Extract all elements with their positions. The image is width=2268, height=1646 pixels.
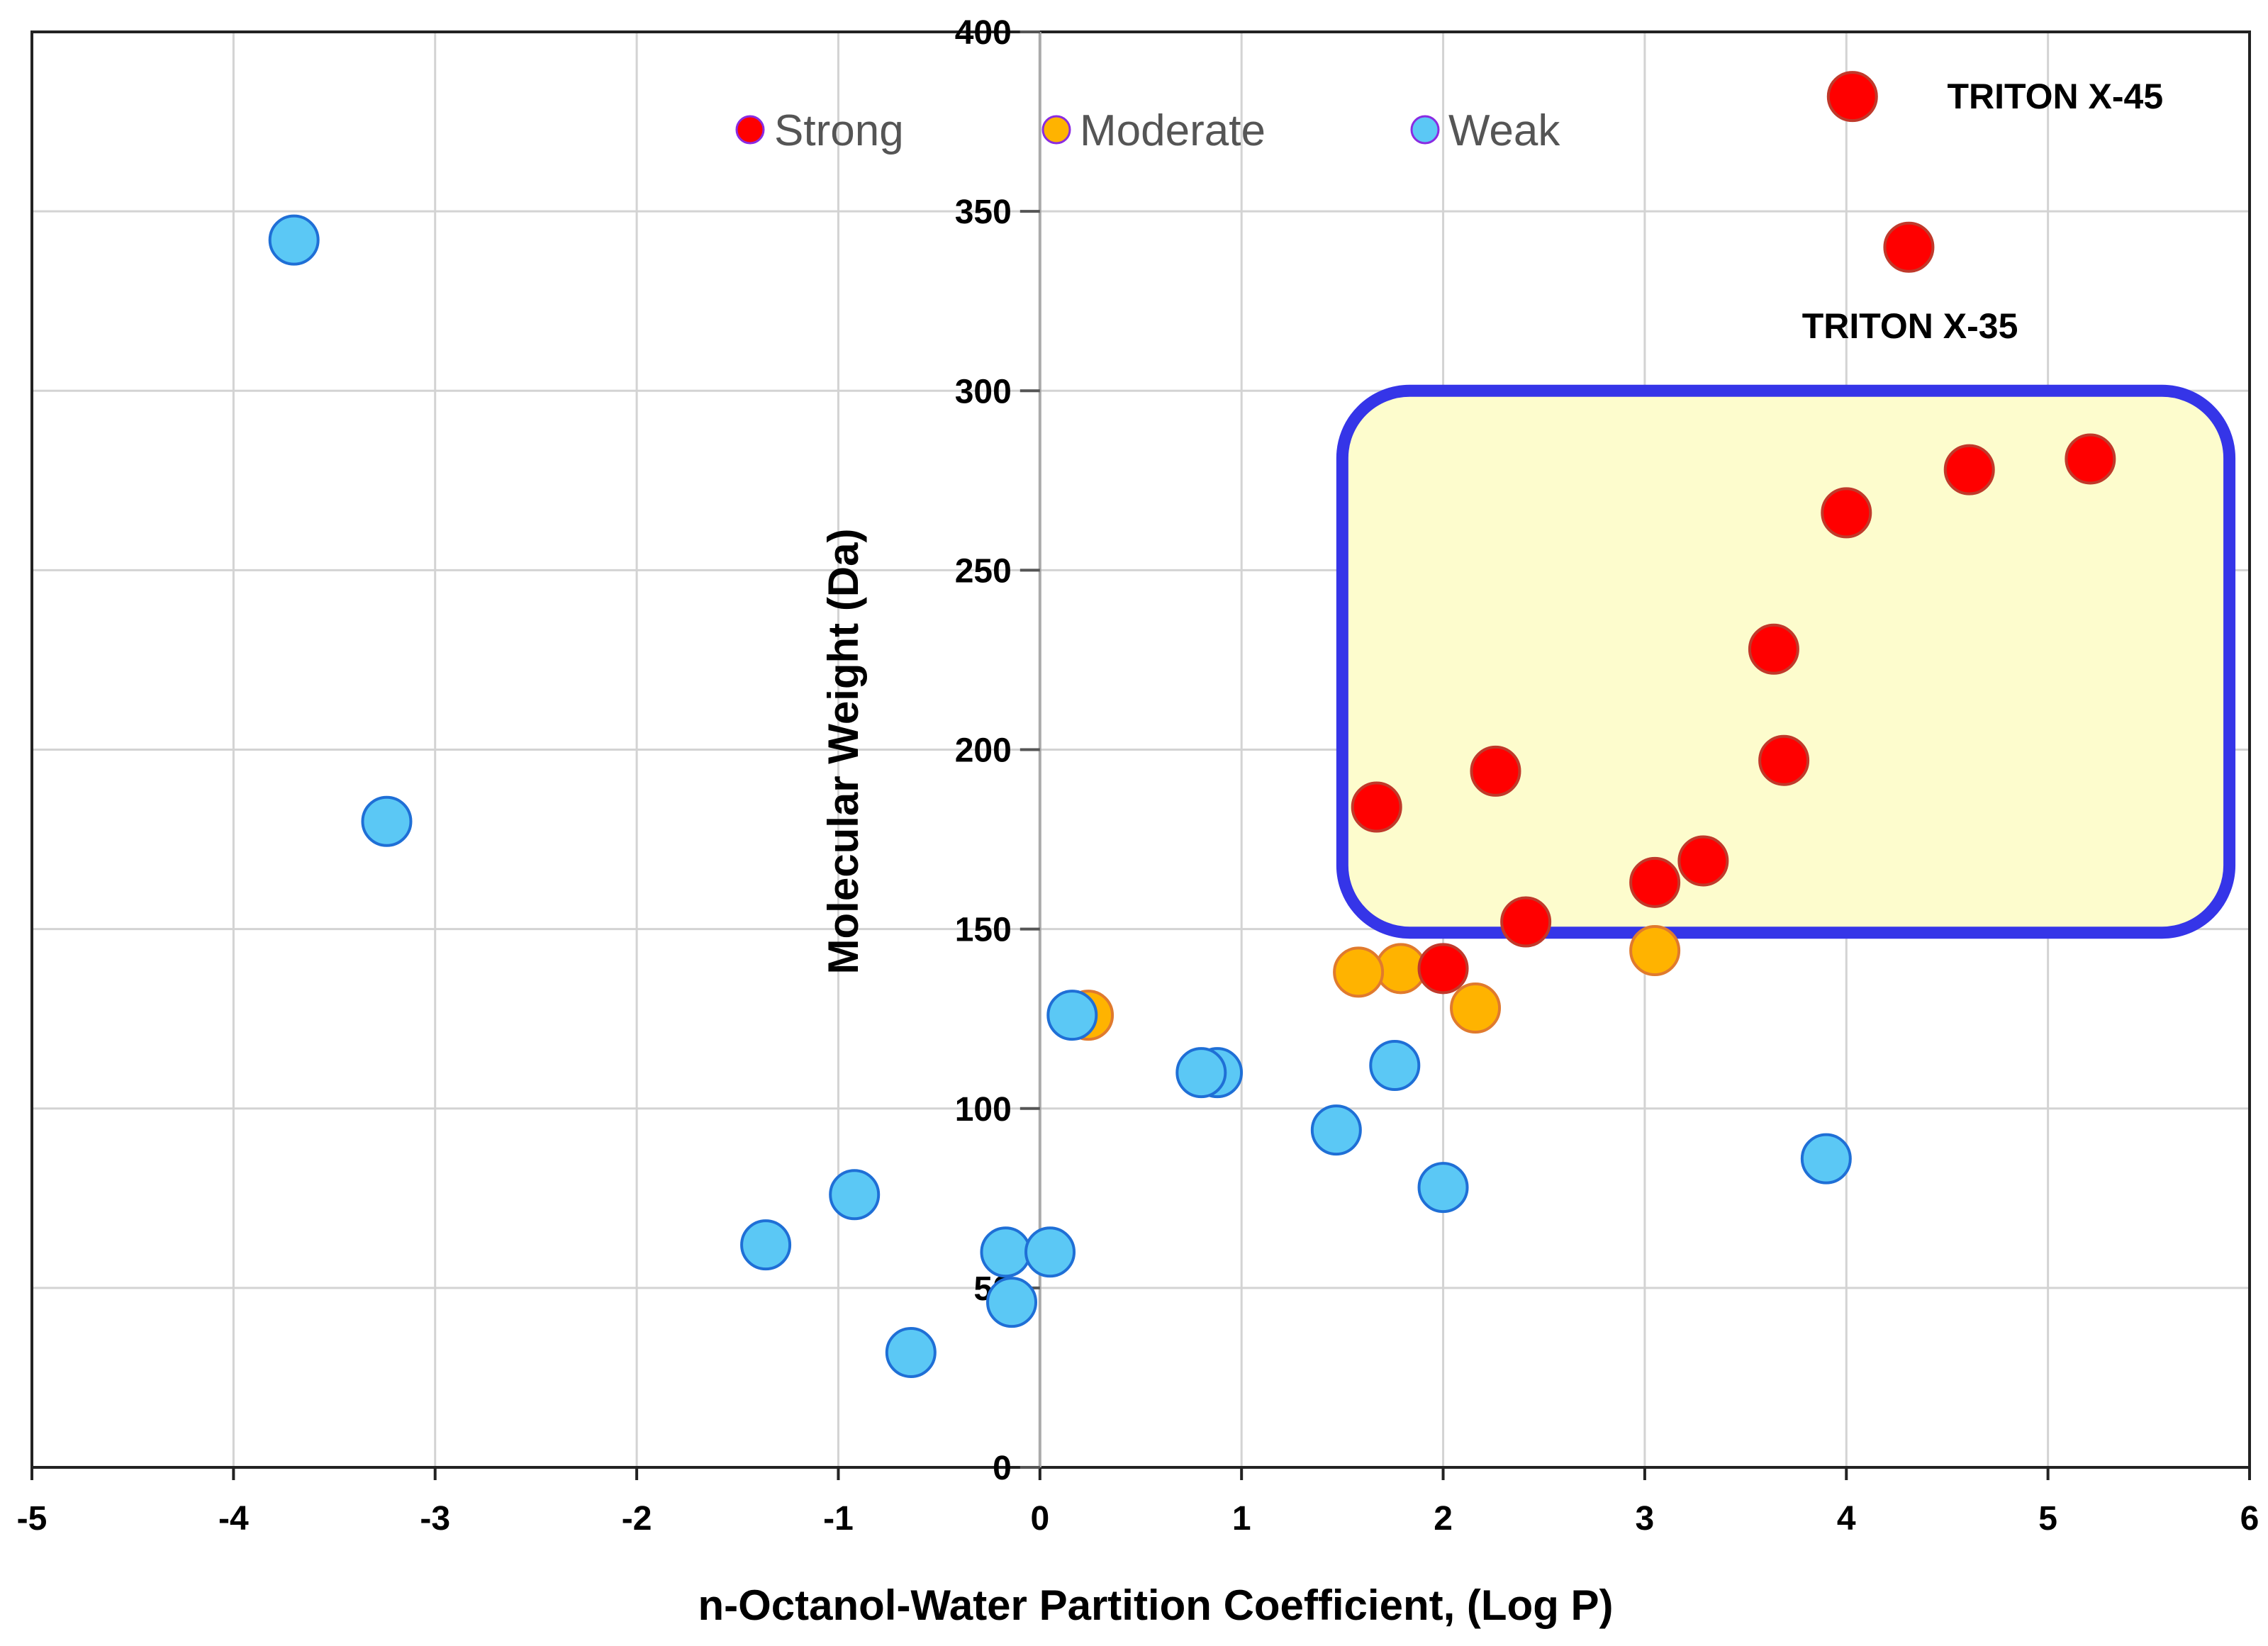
x-tick-label: -5 (17, 1500, 48, 1538)
data-point-weak (1046, 990, 1098, 1041)
legend-swatch-weak (1410, 115, 1440, 145)
y-tick-label: 150 (955, 912, 1012, 949)
legend-item-strong: Strong (735, 106, 904, 155)
data-point-weak (1800, 1133, 1852, 1185)
legend-swatch-moderate (1041, 115, 1071, 145)
annotation-label: TRITON X-45 (1947, 77, 2163, 116)
data-point-weak (1024, 1226, 1076, 1278)
data-point-weak (1175, 1047, 1227, 1099)
legend-item-weak: Weak (1410, 106, 1560, 155)
legend-label-moderate: Moderate (1080, 106, 1266, 155)
x-tick-label: 2 (1434, 1500, 1453, 1538)
x-tick-label: -2 (622, 1500, 652, 1538)
legend-item-moderate: Moderate (1041, 106, 1266, 155)
x-tick-label: 1 (1232, 1500, 1251, 1538)
data-point-strong (1943, 444, 1995, 496)
x-tick-label: 5 (2038, 1500, 2057, 1538)
x-tick-label: -3 (420, 1500, 450, 1538)
y-tick-label: 350 (955, 194, 1012, 231)
y-tick-label: 400 (955, 14, 1012, 52)
data-point-weak (829, 1169, 881, 1221)
data-point-moderate (1450, 982, 1502, 1034)
data-point-weak (1417, 1162, 1469, 1214)
y-tick-label: 200 (955, 732, 1012, 770)
data-point-strong (1826, 71, 1878, 123)
annotation-label: TRITON X-35 (1802, 306, 2018, 346)
data-point-strong (1821, 487, 1872, 539)
data-point-strong (1883, 221, 1935, 273)
x-tick-label: 0 (1030, 1500, 1049, 1538)
data-point-strong (1629, 856, 1681, 908)
data-point-weak (885, 1327, 937, 1378)
x-tick-label: -4 (218, 1500, 249, 1538)
data-point-strong (1677, 835, 1729, 887)
data-point-weak (740, 1219, 792, 1271)
x-tick-label: 4 (1837, 1500, 1856, 1538)
data-points (268, 71, 2116, 1378)
legend-label-weak: Weak (1448, 106, 1560, 155)
data-point-weak (1369, 1040, 1421, 1091)
data-point-strong (1351, 781, 1402, 833)
y-axis-ticks: 050100150200250300350400 (955, 14, 1040, 1487)
data-point-strong (1417, 943, 1469, 995)
data-point-moderate (1333, 946, 1385, 998)
data-point-strong (1500, 896, 1552, 948)
data-point-weak (980, 1226, 1032, 1278)
plot-frame (30, 30, 2251, 1469)
y-axis-title: Molecular Weight (Da) (820, 529, 867, 975)
data-point-strong (2065, 433, 2116, 485)
legend-swatch-strong (735, 115, 765, 145)
y-tick-label: 250 (955, 552, 1012, 590)
x-tick-label: 6 (2240, 1500, 2259, 1538)
annotations: TRITON X-45 TRITON X-35 (1802, 77, 2163, 346)
data-point-strong (1748, 623, 1799, 675)
data-point-weak (986, 1277, 1038, 1328)
data-point-strong (1758, 734, 1810, 786)
x-axis-ticks: -5 -4 -3 -2 -1 0 1 2 3 4 5 6 (17, 1467, 2259, 1538)
legend: Strong Moderate Weak (735, 106, 1560, 155)
x-axis-title: n-Octanol-Water Partition Coefficient, (… (698, 1581, 1613, 1629)
y-tick-label: 0 (993, 1450, 1012, 1487)
x-tick-label: 3 (1636, 1500, 1655, 1538)
legend-label-strong: Strong (774, 106, 904, 155)
data-point-weak (268, 214, 320, 266)
y-tick-label: 100 (955, 1091, 1012, 1129)
data-point-weak (361, 795, 413, 847)
data-point-moderate (1629, 925, 1681, 976)
y-tick-label: 300 (955, 373, 1012, 410)
data-point-strong (1470, 745, 1521, 797)
x-tick-label: -1 (823, 1500, 854, 1538)
data-point-weak (1310, 1104, 1362, 1156)
